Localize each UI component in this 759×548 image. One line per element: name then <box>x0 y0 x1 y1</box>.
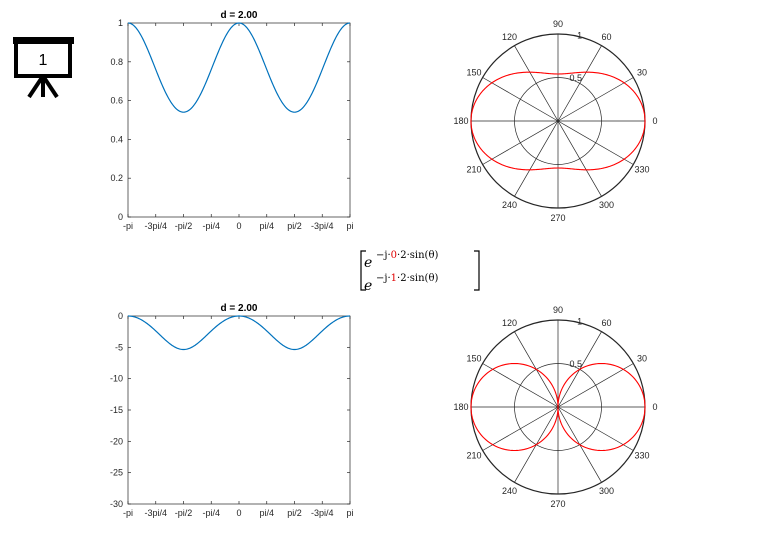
polar-spoke <box>482 363 559 408</box>
line-chart-bottom: d = 2.00 -pi -3pi/4 -pi/2 -pi/4 0 pi/4 pi/2 -3pi… <box>110 303 354 518</box>
angle-label: 30 <box>637 354 647 364</box>
angle-label: 180 <box>453 402 468 412</box>
angle-label: 240 <box>502 486 517 496</box>
x-tick-label: 0 <box>236 221 241 231</box>
plot-frame <box>127 315 351 505</box>
equation-row-2-base: e <box>364 278 372 294</box>
steering-vector-equation: e −j·0·2·sin(θ) e −j·1·2·sin(θ) <box>360 250 480 294</box>
polar-spoke <box>557 77 634 122</box>
angle-label: 0 <box>652 402 657 412</box>
angle-label: 210 <box>466 451 481 461</box>
polar-chart-top: 0 30 60 90 120 150 180 210 240 270 300 330 0.5 1 <box>453 19 657 223</box>
x-tick-label: pi/4 <box>259 221 274 231</box>
line-chart-top: d = 2.00 -pi -3pi/4 -pi/2 -pi/4 0 pi/4 pi/2 -3pi… <box>110 10 353 231</box>
y-tick-label: -15 <box>110 405 123 415</box>
polar-spoke <box>514 120 559 197</box>
angle-label: 90 <box>553 305 563 315</box>
equation-row-2-suffix: ·2·sin(θ) <box>397 273 438 284</box>
chart-title: d = 2.00 <box>221 10 258 21</box>
presentation-board-icon: 1 <box>13 37 74 99</box>
polar-spoke <box>482 120 559 165</box>
chart-title: d = 2.00 <box>221 303 258 314</box>
angle-label: 270 <box>550 213 565 223</box>
x-tick-label: -pi/4 <box>202 221 220 231</box>
radius-label: 0.5 <box>570 359 583 369</box>
equation-row-2-index: 1 <box>391 273 397 284</box>
y-tick-label: 0 <box>118 311 123 321</box>
y-tick-label: 0.2 <box>110 173 123 183</box>
badge-number: 1 <box>39 52 48 69</box>
y-tick-label: 1 <box>118 18 123 28</box>
angle-label: 30 <box>637 68 647 78</box>
equation-row-1-index: 0 <box>391 250 397 261</box>
angle-label: 150 <box>466 354 481 364</box>
angle-label: 330 <box>634 165 649 175</box>
radius-label: 0.5 <box>570 73 583 83</box>
angle-label: 300 <box>599 200 614 210</box>
y-tick-label: 0.6 <box>110 96 123 106</box>
angle-label: 60 <box>601 32 611 42</box>
radius-label: 1 <box>577 30 582 40</box>
angle-label: 300 <box>599 486 614 496</box>
series-line <box>127 22 351 113</box>
x-tick-label: pi <box>346 221 353 231</box>
x-tick-label: 0 <box>236 508 241 518</box>
polar-spoke <box>557 120 634 165</box>
angle-label: 120 <box>502 32 517 42</box>
x-tick-label: -3pi/4 <box>144 508 167 518</box>
angle-label: 150 <box>466 68 481 78</box>
plot-frame <box>127 22 351 218</box>
angle-label: 330 <box>634 451 649 461</box>
equation-row-2-prefix: −j· <box>376 273 391 284</box>
x-tick-label: -pi/2 <box>175 508 193 518</box>
x-tick-label: pi/4 <box>259 508 274 518</box>
equation-row-1-base: e <box>364 255 372 271</box>
x-tick-label: -pi <box>123 508 133 518</box>
angle-label: 180 <box>453 116 468 126</box>
angle-label: 210 <box>466 165 481 175</box>
y-tick-label: 0 <box>118 212 123 222</box>
angle-label: 270 <box>550 499 565 509</box>
angle-label: 120 <box>502 318 517 328</box>
series-line <box>127 315 351 351</box>
y-tick-label: 0.4 <box>110 134 123 144</box>
polar-spoke <box>482 406 559 451</box>
equation-row-1-suffix: ·2·sin(θ) <box>397 250 438 261</box>
y-tick-label: -20 <box>110 436 123 446</box>
svg-text:−j·1·2·sin(θ): −j·1·2·sin(θ) <box>376 273 438 284</box>
x-tick-label: -3pi/4 <box>311 221 334 231</box>
polar-spoke <box>557 120 602 197</box>
y-tick-label: -25 <box>110 468 123 478</box>
svg-text:−j·0·2·sin(θ): −j·0·2·sin(θ) <box>376 250 438 261</box>
y-tick-label: -30 <box>110 499 123 509</box>
y-tick-label: -10 <box>110 374 123 384</box>
x-tick-label: pi <box>346 508 353 518</box>
y-tick-label: -5 <box>115 342 123 352</box>
polar-spoke <box>514 45 559 122</box>
x-tick-label: pi/2 <box>287 508 302 518</box>
polar-spoke <box>557 363 634 408</box>
angle-label: 240 <box>502 200 517 210</box>
polar-spoke <box>557 406 634 451</box>
x-tick-label: -pi/4 <box>202 508 220 518</box>
polar-chart-bottom: 0 30 60 90 120 150 180 210 240 270 300 330 0.5 1 <box>453 305 657 509</box>
polar-series <box>470 362 646 452</box>
x-tick-label: -3pi/4 <box>144 221 167 231</box>
angle-label: 90 <box>553 19 563 29</box>
polar-series <box>470 71 646 171</box>
y-tick-label: 0.8 <box>110 57 123 67</box>
angle-label: 60 <box>601 318 611 328</box>
radius-label: 1 <box>577 316 582 326</box>
polar-spoke <box>482 77 559 122</box>
equation-row-1-prefix: −j· <box>376 250 391 261</box>
x-tick-label: -3pi/4 <box>311 508 334 518</box>
x-tick-label: -pi/2 <box>175 221 193 231</box>
polar-spoke <box>557 45 602 122</box>
x-tick-label: pi/2 <box>287 221 302 231</box>
angle-label: 0 <box>652 116 657 126</box>
x-tick-label: -pi <box>123 221 133 231</box>
